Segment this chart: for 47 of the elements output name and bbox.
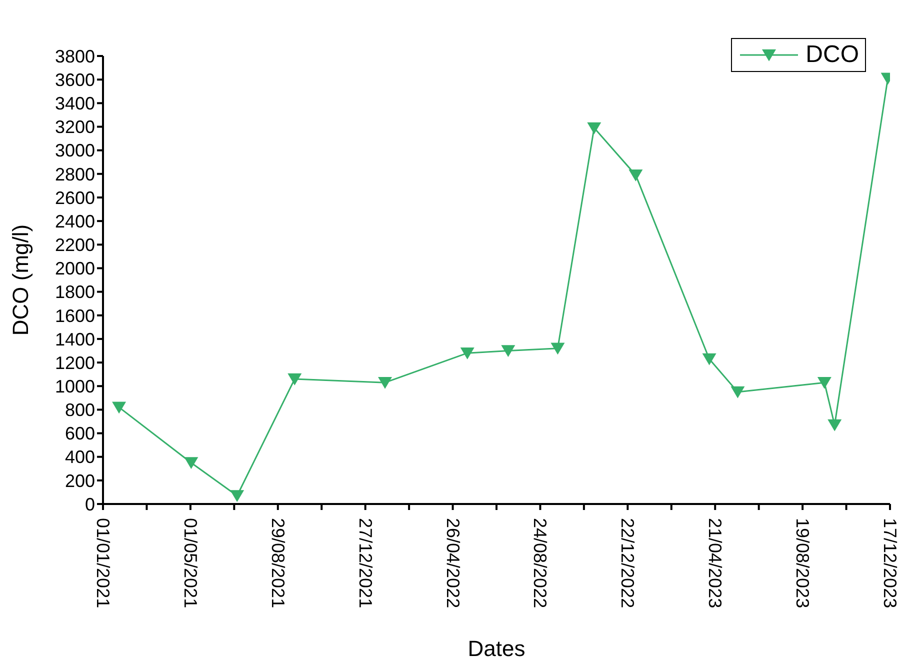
x-tick-label: 21/04/2023 bbox=[705, 518, 726, 608]
x-tick-label: 27/12/2021 bbox=[355, 518, 376, 608]
point bbox=[628, 169, 643, 182]
point bbox=[112, 402, 126, 414]
point bbox=[184, 457, 198, 470]
point bbox=[378, 376, 392, 389]
x-tick-label: 26/04/2022 bbox=[442, 518, 463, 608]
y-tick-label: 1800 bbox=[54, 282, 95, 302]
y-tick-label: 200 bbox=[64, 470, 95, 491]
y-tick-label: 1400 bbox=[54, 329, 95, 350]
y-tick-label: 1200 bbox=[54, 352, 95, 373]
y-tick-label: 3800 bbox=[54, 46, 95, 66]
y-tick-label: 2400 bbox=[54, 211, 95, 232]
y-tick-label: 600 bbox=[64, 424, 95, 444]
y-axis-title: DCO (mg/l) bbox=[8, 224, 33, 336]
x-tick-label: 24/08/2022 bbox=[530, 518, 550, 608]
y-tick-label: 3000 bbox=[54, 140, 95, 161]
legend-label: DCO bbox=[806, 41, 859, 69]
point bbox=[550, 342, 565, 355]
point bbox=[828, 419, 842, 432]
point bbox=[460, 347, 474, 360]
point bbox=[288, 373, 302, 386]
y-tick-label: 800 bbox=[64, 400, 95, 420]
point bbox=[730, 386, 745, 398]
point bbox=[817, 376, 832, 389]
point bbox=[230, 490, 244, 502]
point bbox=[587, 122, 602, 134]
y-tick-label: 0 bbox=[84, 494, 95, 514]
y-tick-label: 2200 bbox=[54, 235, 95, 256]
x-tick-label: 22/12/2022 bbox=[618, 518, 638, 608]
y-tick-label: 1600 bbox=[54, 306, 95, 326]
x-tick-label: 17/12/2023 bbox=[880, 518, 900, 608]
point bbox=[702, 353, 716, 366]
y-tick-label: 3200 bbox=[54, 117, 95, 138]
x-tick-label: 01/05/2021 bbox=[180, 518, 200, 608]
x-tick-label: 29/08/2021 bbox=[268, 518, 288, 608]
x-axis-title: Dates bbox=[468, 636, 526, 661]
y-tick-label: 3400 bbox=[54, 94, 95, 114]
y-tick-label: 1000 bbox=[54, 376, 95, 396]
point bbox=[501, 345, 516, 358]
x-tick-label: 19/08/2023 bbox=[792, 518, 813, 608]
y-tick-label: 400 bbox=[64, 447, 95, 468]
x-tick-label: 01/01/2021 bbox=[93, 518, 113, 608]
y-tick-label: 3600 bbox=[54, 70, 95, 90]
y-tick-label: 2000 bbox=[54, 258, 95, 279]
y-tick-label: 2800 bbox=[54, 164, 95, 184]
y-tick-label: 2600 bbox=[54, 188, 95, 208]
